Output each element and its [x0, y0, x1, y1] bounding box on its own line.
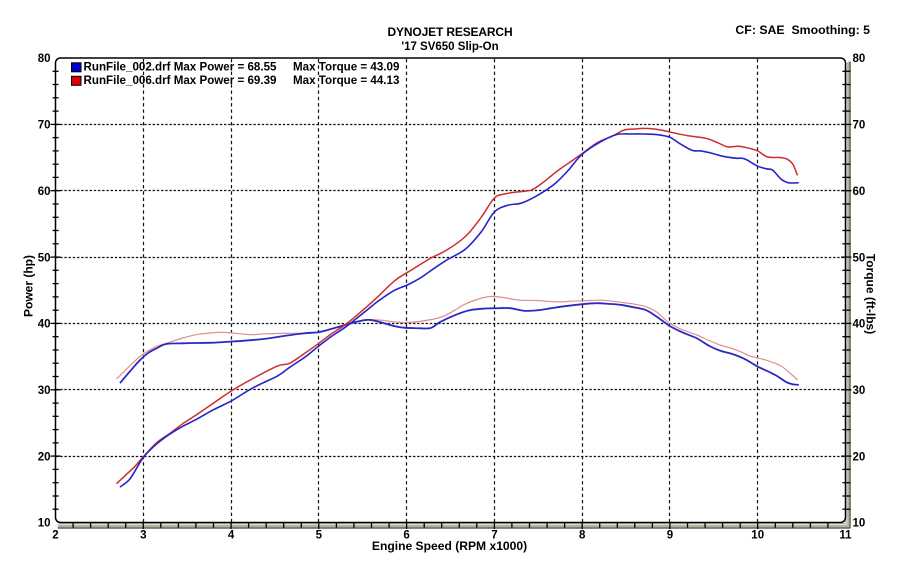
svg-text:30: 30 [853, 385, 866, 397]
svg-text:80: 80 [853, 53, 866, 65]
svg-text:RunFile_006.drf Max Power = 69: RunFile_006.drf Max Power = 69.39 [84, 74, 278, 87]
svg-text:Torque (ft-lbs): Torque (ft-lbs) [864, 254, 878, 334]
svg-text:5: 5 [316, 530, 323, 542]
svg-text:70: 70 [38, 120, 51, 132]
svg-text:20: 20 [38, 451, 51, 463]
svg-text:9: 9 [667, 530, 673, 542]
svg-text:30: 30 [38, 385, 51, 397]
svg-text:Power (hp): Power (hp) [22, 255, 36, 317]
svg-text:40: 40 [38, 319, 51, 331]
svg-text:11: 11 [839, 530, 852, 542]
svg-text:50: 50 [853, 252, 866, 264]
svg-text:70: 70 [853, 120, 866, 132]
svg-text:8: 8 [579, 530, 586, 542]
svg-text:10: 10 [853, 518, 866, 530]
svg-text:60: 60 [38, 186, 51, 198]
svg-text:RunFile_002.drf Max Power = 68: RunFile_002.drf Max Power = 68.55 [84, 61, 278, 74]
svg-text:Engine Speed (RPM x1000): Engine Speed (RPM x1000) [372, 539, 527, 553]
svg-text:60: 60 [853, 186, 866, 198]
svg-text:3: 3 [140, 530, 146, 542]
svg-text:10: 10 [751, 530, 764, 542]
svg-text:40: 40 [853, 319, 866, 331]
svg-text:'17 SV650 Slip-On: '17 SV650 Slip-On [401, 41, 498, 53]
svg-text:Max Torque = 44.13: Max Torque = 44.13 [293, 74, 400, 87]
svg-text:7: 7 [491, 530, 497, 542]
svg-text:50: 50 [38, 252, 51, 264]
svg-text:CF: SAE Smoothing: 5: CF: SAE Smoothing: 5 [735, 23, 870, 37]
svg-text:10: 10 [38, 518, 51, 530]
svg-text:4: 4 [228, 530, 235, 542]
svg-text:80: 80 [38, 53, 51, 65]
svg-text:DYNOJET RESEARCH: DYNOJET RESEARCH [388, 25, 513, 39]
svg-text:2: 2 [52, 530, 58, 542]
svg-text:6: 6 [403, 530, 409, 542]
svg-text:Max Torque = 43.09: Max Torque = 43.09 [293, 61, 400, 74]
svg-text:20: 20 [853, 451, 866, 463]
